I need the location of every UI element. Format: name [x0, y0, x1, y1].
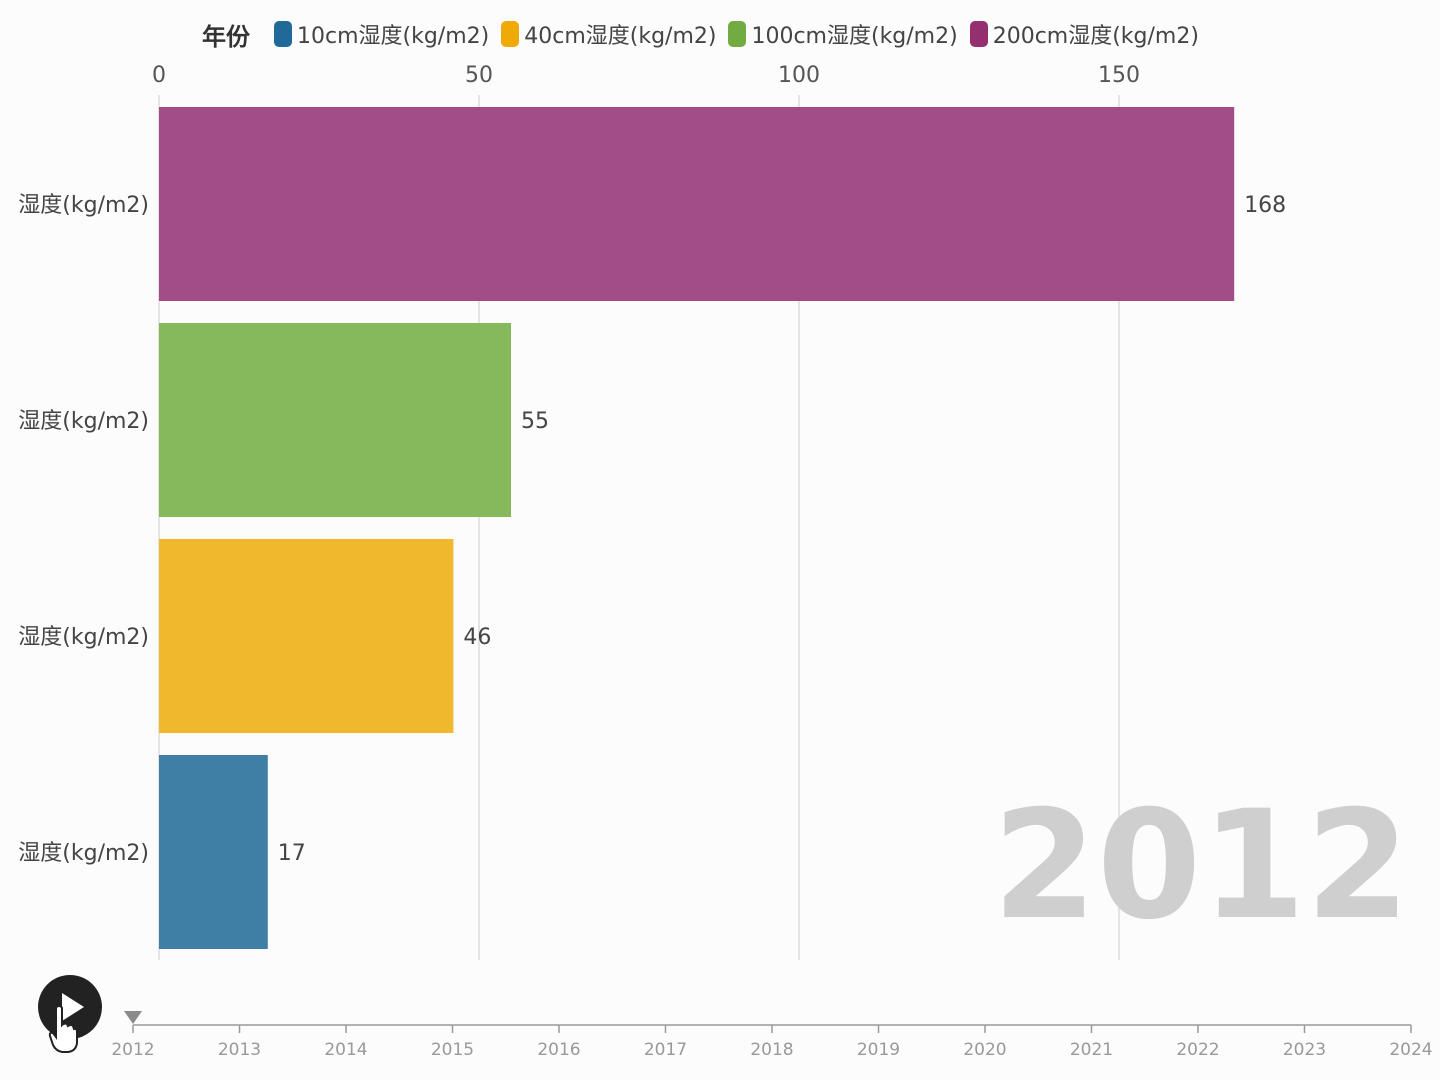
- legend-label: 100cm湿度(kg/m2): [751, 24, 958, 49]
- x-tick-label: 0: [152, 63, 166, 88]
- timeline-year-label[interactable]: 2014: [324, 1040, 367, 1060]
- legend-item[interactable]: 100cm湿度(kg/m2): [728, 18, 958, 50]
- play-icon: [62, 993, 84, 1021]
- legend-item[interactable]: 200cm湿度(kg/m2): [969, 18, 1199, 50]
- timeline-year-label[interactable]: 2016: [537, 1040, 580, 1060]
- timeline-year-label[interactable]: 2022: [1176, 1040, 1219, 1060]
- legend: 年份 10cm湿度(kg/m2) 40cm湿度(kg/m2) 100cm湿度(kg/…: [202, 14, 1211, 54]
- x-tick-label: 100: [778, 63, 820, 88]
- timeline-year-label[interactable]: 2017: [644, 1040, 687, 1060]
- bar: [159, 755, 268, 949]
- category-label: 湿度(kg/m2): [18, 841, 149, 866]
- timeline-marker[interactable]: [124, 1011, 142, 1024]
- bar-value-label: 168: [1244, 193, 1286, 218]
- bar: [159, 539, 454, 733]
- bar: [159, 107, 1235, 301]
- bar-value-label: 46: [463, 625, 491, 650]
- legend-swatch: [969, 21, 988, 47]
- legend-label: 10cm湿度(kg/m2): [297, 24, 490, 49]
- category-label: 湿度(kg/m2): [18, 193, 149, 218]
- legend-swatch: [728, 21, 747, 47]
- bar-value-label: 17: [278, 841, 306, 866]
- category-label: 湿度(kg/m2): [18, 625, 149, 650]
- current-year-watermark: 2012: [993, 779, 1410, 953]
- timeline-year-label[interactable]: 2013: [218, 1040, 261, 1060]
- timeline-year-label[interactable]: 2020: [963, 1040, 1006, 1060]
- legend-label: 40cm湿度(kg/m2): [524, 24, 717, 49]
- bar: [159, 323, 511, 517]
- category-label: 湿度(kg/m2): [18, 409, 149, 434]
- timeline-year-label[interactable]: 2015: [431, 1040, 474, 1060]
- hand-pointer-icon: [48, 1005, 78, 1053]
- x-tick-label: 150: [1098, 63, 1140, 88]
- timeline-year-label[interactable]: 2024: [1389, 1040, 1432, 1060]
- bar-value-label: 55: [521, 409, 549, 434]
- timeline-year-label[interactable]: 2012: [111, 1040, 154, 1060]
- legend-item[interactable]: 40cm湿度(kg/m2): [501, 18, 716, 50]
- timeline-year-label[interactable]: 2023: [1283, 1040, 1326, 1060]
- timeline-year-label[interactable]: 2019: [857, 1040, 900, 1060]
- legend-swatch: [501, 21, 520, 47]
- timeline-year-label[interactable]: 2018: [750, 1040, 793, 1060]
- timeline-year-label[interactable]: 2021: [1070, 1040, 1113, 1060]
- legend-item[interactable]: 10cm湿度(kg/m2): [274, 18, 489, 50]
- legend-swatch: [274, 21, 292, 47]
- legend-label: 200cm湿度(kg/m2): [992, 24, 1199, 49]
- x-tick-label: 50: [465, 63, 493, 88]
- play-button[interactable]: [38, 975, 102, 1039]
- legend-title: 年份: [202, 22, 250, 51]
